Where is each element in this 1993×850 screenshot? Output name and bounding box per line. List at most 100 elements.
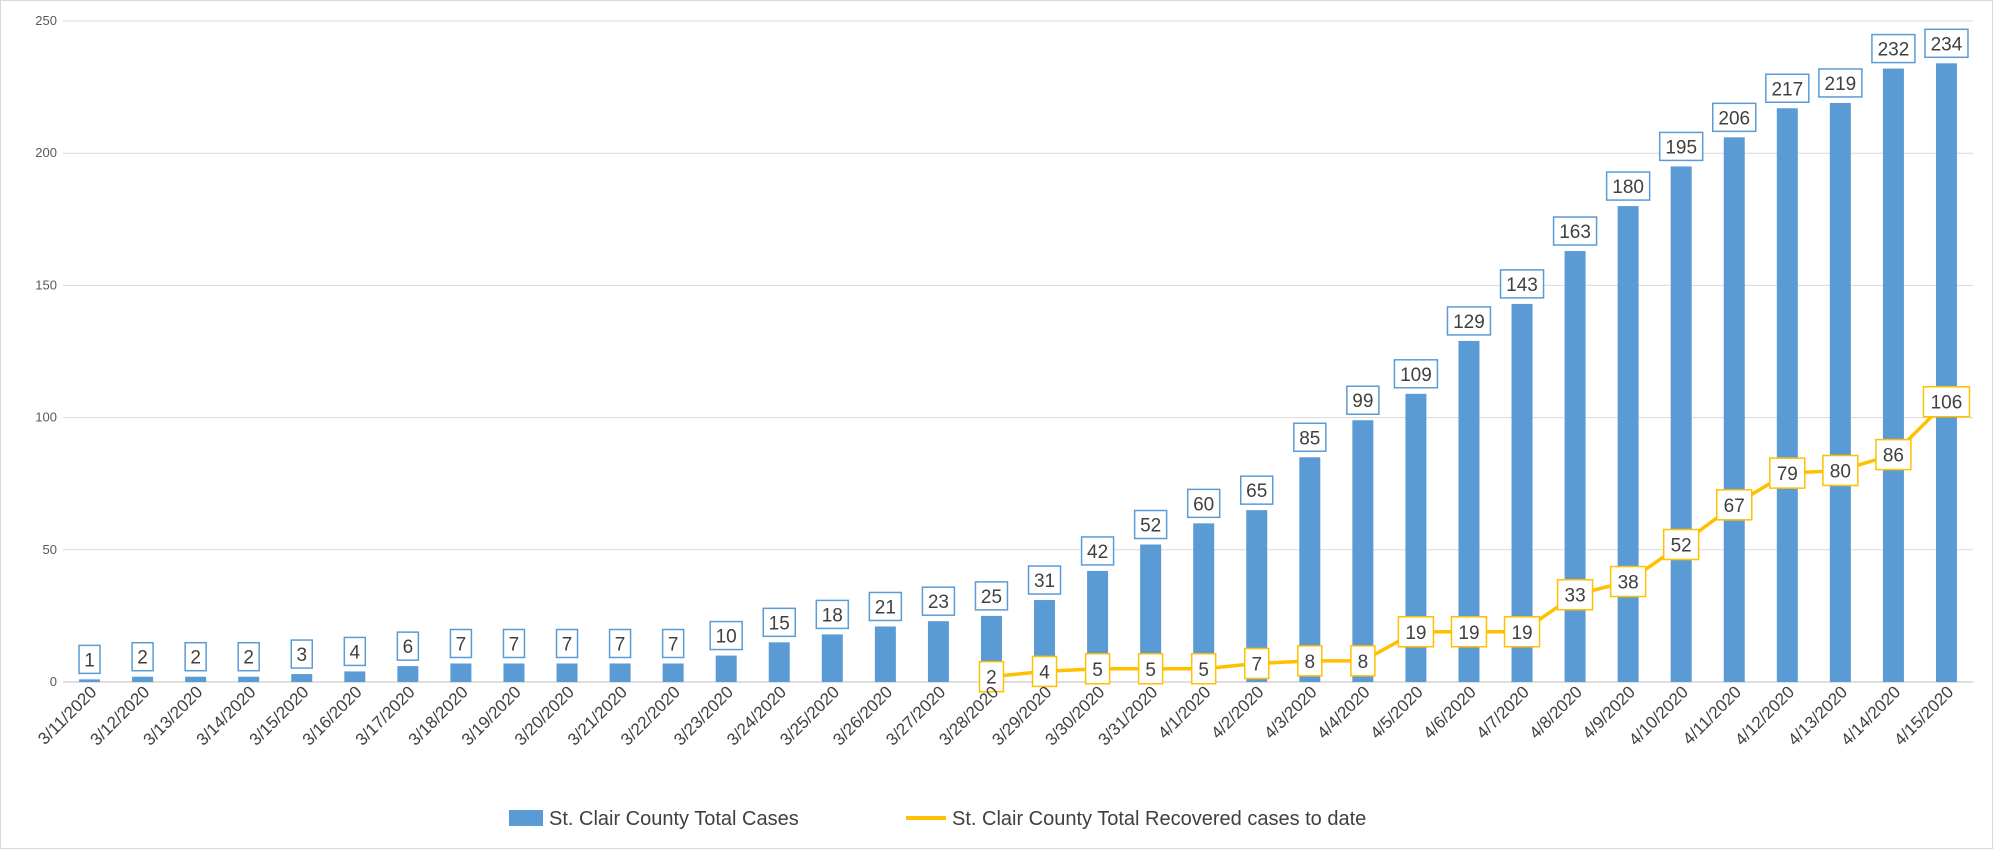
bar (1299, 457, 1321, 682)
bar (1246, 510, 1268, 682)
x-tick-label: 4/8/2020 (1526, 682, 1586, 742)
bar (238, 676, 260, 682)
line-data-label: 8 (1305, 652, 1316, 673)
bar-data-label: 180 (1612, 177, 1644, 198)
bar-data-label: 21 (875, 597, 896, 618)
bar (1935, 63, 1957, 682)
bar-data-label-box (1446, 306, 1492, 336)
bar-data-label: 2 (190, 648, 201, 669)
bar-data-label: 219 (1825, 74, 1857, 95)
line-data-label: 5 (1145, 660, 1156, 681)
line-data-label-box (1503, 616, 1541, 648)
bar-data-label: 109 (1400, 365, 1432, 386)
bar-data-label-box (974, 581, 1009, 611)
line-data-label-box (1137, 653, 1164, 685)
line-data-label-box (978, 660, 1005, 693)
bar (1405, 393, 1427, 682)
bar-data-label-box (290, 639, 313, 669)
bar-data-label: 6 (403, 637, 414, 658)
line-data-label: 19 (1511, 623, 1532, 644)
bar-data-label: 217 (1771, 79, 1803, 100)
line-data-label: 5 (1092, 660, 1103, 681)
bar-data-label-box (1712, 102, 1757, 133)
x-tick-label: 4/3/2020 (1260, 682, 1320, 742)
bar-data-label-box (1605, 171, 1651, 201)
bar-data-label-box (1133, 509, 1168, 540)
line-data-label: 86 (1883, 446, 1904, 467)
bar (291, 674, 313, 682)
legend-label-cases: St. Clair County Total Cases (549, 808, 799, 830)
bar (132, 676, 154, 682)
bar-data-label: 15 (769, 613, 790, 634)
line-data-label-box (1609, 565, 1647, 598)
bar-data-label: 7 (615, 634, 626, 655)
bar (715, 655, 737, 682)
line-data-label-box (1397, 616, 1435, 648)
bar-data-label: 42 (1087, 542, 1108, 563)
bar-data-label: 3 (296, 645, 307, 666)
line-data-label-box (1662, 528, 1700, 561)
bar-data-label-box (1658, 131, 1704, 162)
bar-data-label: 23 (928, 592, 949, 613)
bar-data-label: 52 (1140, 516, 1161, 537)
line-data-label-box (1190, 653, 1217, 685)
line-data-label: 80 (1830, 461, 1851, 482)
bar (662, 663, 684, 682)
bar-data-label-box (1186, 488, 1221, 519)
line-data-label-box (1716, 489, 1753, 521)
line-data-label: 67 (1724, 496, 1745, 517)
line-data-label-box (1822, 454, 1859, 487)
line-data-label: 106 (1931, 393, 1963, 414)
line-data-labels: 2 4 5 5 5 7 8 8 19 19 19 33 38 52 67 79 80 86 106 (978, 385, 1971, 693)
line-data-label: 8 (1358, 652, 1369, 673)
x-tick-label: 4/6/2020 (1420, 682, 1480, 742)
bar (450, 663, 472, 682)
line-data-label-box (1450, 616, 1488, 648)
bar-data-label-box (1765, 73, 1810, 104)
bar-data-label-box (661, 628, 685, 659)
bar-data-label-box (237, 641, 260, 672)
bar-data-label-box (608, 628, 632, 659)
bar-data-label: 31 (1034, 571, 1055, 592)
y-axis-ticks: 0 50 100 150 200 250 (35, 13, 57, 689)
y-tick-label: 0 (50, 674, 57, 689)
bar-data-label: 195 (1665, 137, 1697, 158)
bar-data-label: 85 (1299, 428, 1320, 449)
bar (1829, 102, 1851, 683)
bar-data-label-box (1393, 359, 1439, 389)
bar-data-label: 4 (350, 642, 361, 663)
bar (185, 676, 207, 682)
bar (874, 626, 896, 682)
bar-data-label: 129 (1453, 312, 1485, 333)
x-tick-label: 4/1/2020 (1154, 682, 1214, 742)
bar-data-label: 163 (1559, 222, 1591, 243)
bar-data-label: 7 (562, 634, 573, 655)
bar-data-label-box (1818, 68, 1863, 98)
line-data-label: 52 (1671, 536, 1692, 557)
x-axis-ticks: 3/11/20203/12/20203/13/20203/14/20203/15… (34, 682, 1957, 749)
bar-data-label-box (131, 641, 154, 672)
line-data-label: 79 (1777, 464, 1798, 485)
y-tick-label: 50 (43, 542, 57, 557)
bar-data-label: 65 (1246, 481, 1267, 502)
line-data-label-box (1244, 647, 1270, 680)
bar-data-label-box (1080, 536, 1115, 566)
bar-data-label: 10 (716, 627, 737, 648)
bar-data-label: 60 (1193, 494, 1214, 515)
bar-data-label: 7 (668, 634, 679, 655)
bar-data-label-box (184, 641, 207, 672)
gridlines (63, 20, 1973, 683)
bar-data-label: 18 (822, 605, 843, 626)
line-data-label-box (1084, 653, 1111, 685)
bar-data-label-box (815, 599, 850, 630)
bar (1140, 544, 1162, 682)
legend-label-recovered: St. Clair County Total Recovered cases t… (952, 808, 1366, 830)
y-tick-label: 100 (35, 410, 57, 425)
bar (609, 663, 631, 682)
bar-data-label: 232 (1878, 40, 1910, 61)
bar-data-label-box (921, 586, 956, 616)
x-tick-label: 4/5/2020 (1367, 682, 1427, 742)
line-data-label-box (1875, 438, 1912, 471)
